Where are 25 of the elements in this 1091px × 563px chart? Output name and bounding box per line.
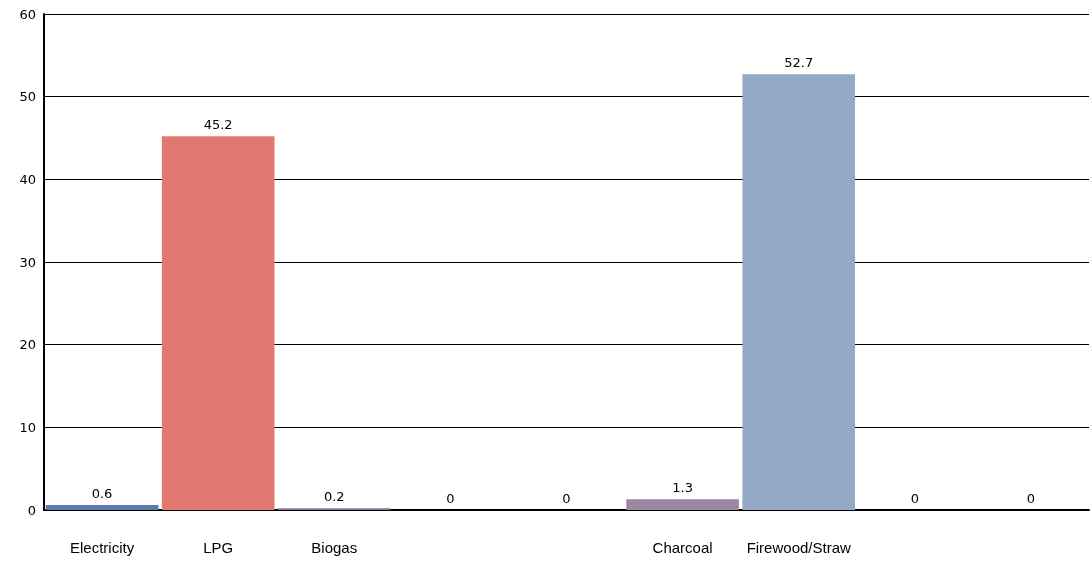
bar xyxy=(161,136,275,510)
data-label: 0.2 xyxy=(323,489,345,505)
x-tick-label: Charcoal xyxy=(652,539,713,556)
bar xyxy=(45,505,159,510)
y-tick-label: 50 xyxy=(19,89,36,105)
x-tick-label: Biogas xyxy=(311,539,358,556)
y-tick-label: 30 xyxy=(19,254,36,270)
data-label: 0 xyxy=(446,491,455,506)
data-label: 0 xyxy=(562,491,571,506)
x-tick-label: LPG xyxy=(203,539,234,556)
data-label: 1.3 xyxy=(672,480,693,496)
data-label: 45.2 xyxy=(203,117,233,133)
data-label: 52.7 xyxy=(784,55,814,71)
x-tick-label: Firewood/Straw xyxy=(746,539,851,556)
y-tick-label: 10 xyxy=(19,419,36,435)
x-tick-label: Electricity xyxy=(69,539,135,556)
bar xyxy=(742,74,856,510)
data-label: 0 xyxy=(910,491,919,506)
data-label: 0 xyxy=(1026,491,1036,506)
y-tick-label: 0 xyxy=(27,502,36,518)
y-tick-label: 40 xyxy=(19,171,36,187)
data-label: 0.6 xyxy=(91,486,113,502)
y-tick-label: 20 xyxy=(19,337,36,353)
bar xyxy=(626,499,739,510)
y-tick-label: 60 xyxy=(19,6,36,22)
